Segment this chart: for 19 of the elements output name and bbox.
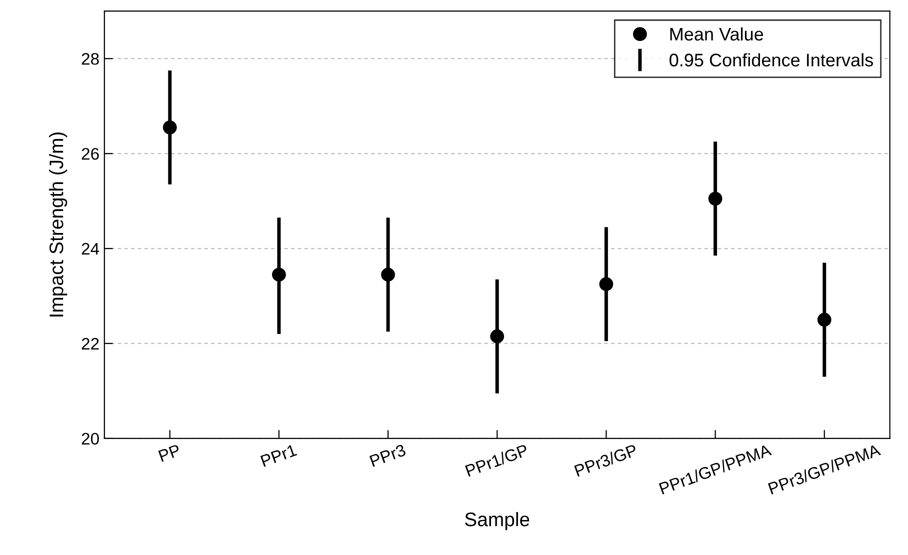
point [381,268,395,282]
point [708,192,722,206]
point [490,329,504,344]
y-tick-label: 20 [82,432,99,445]
point [599,277,614,292]
point [162,120,177,134]
point [272,268,286,282]
annotation: 0.95 Confidence Intervals [670,53,873,66]
y-tick-label: 28 [82,52,99,65]
legend-label: Mean Value [670,27,764,41]
y-tick-label: 22 [82,338,99,350]
y-tick-label: 24 [82,242,100,255]
x-axis-title: Sample [465,512,530,530]
x-tick-label: PP [158,444,181,462]
x-tick-label: PPr1 [260,444,298,467]
y-axis-title: Impact Strength (J/m) [49,132,68,316]
x-tick-label: PPr3 [369,444,406,468]
point [817,312,832,327]
y-tick-label: 26 [82,148,99,160]
